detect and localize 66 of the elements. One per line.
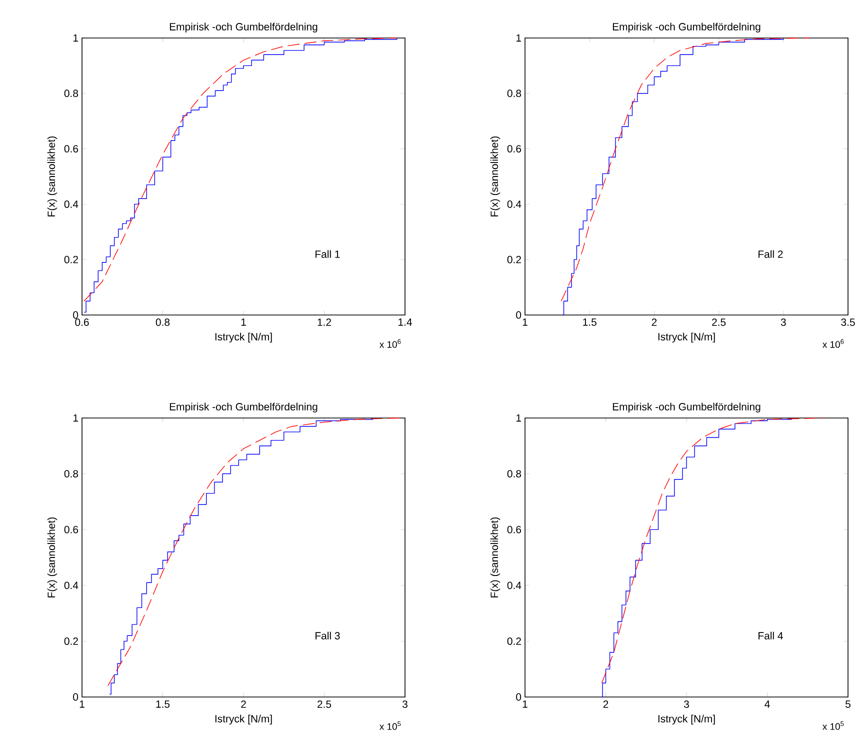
x-tick-label: 1 — [522, 700, 528, 708]
x-tick-label: 3 — [402, 700, 408, 708]
text: x 10$^{6}$ — [380, 339, 401, 348]
x-tick-label: 3 — [780, 318, 786, 326]
y-tick-label: 0 — [73, 693, 78, 701]
y-tick-label: 0.2 — [64, 256, 78, 264]
annotation: Fall 1 — [316, 250, 340, 258]
annotation: Fall 2 — [758, 250, 783, 258]
y-axis-title: F(x) (sannolikhet) — [490, 517, 500, 598]
y-tick-label: 0.8 — [64, 90, 78, 98]
y-tick-label: 0.2 — [507, 637, 521, 645]
x-axis-title: Istryck [N/m] — [658, 714, 715, 725]
x-tick-label: 2.5 — [712, 318, 726, 326]
x-tick-label: 2 — [603, 700, 608, 708]
text: x 10$^{5}$ — [822, 721, 844, 730]
x-tick-label: 0.8 — [156, 318, 170, 326]
y-tick-label: 0 — [73, 311, 78, 319]
y-tick-label: 0.8 — [507, 90, 522, 98]
y-tick-label: 0.4 — [64, 200, 78, 208]
x-axis-title: Istryck [N/m] — [658, 332, 715, 342]
x-tick-label: 5 — [846, 700, 850, 708]
x-tick-label: 1 — [522, 318, 528, 326]
chart-title: Empirisk -och Gumbelfördelning — [612, 402, 760, 412]
x-tick-label: 1 — [80, 700, 84, 708]
annotation: Fall 4 — [758, 632, 783, 640]
y-tick-label: 0.2 — [507, 256, 521, 264]
x-tick-label: 1 — [241, 318, 246, 326]
y-tick-label: 1 — [73, 34, 78, 42]
chart-title: Empirisk -och Gumbelfördelning — [612, 22, 760, 32]
y-axis-title: F(x) (sannolikhet) — [47, 136, 58, 216]
x-tick-label: 3 — [684, 700, 689, 708]
y-tick-label: 0.4 — [64, 582, 78, 590]
y-tick-label: 1 — [73, 414, 78, 422]
x-axis-title: Istryck [N/m] — [215, 714, 272, 725]
x-tick-label: 2 — [241, 700, 246, 708]
annotation: Fall 3 — [316, 632, 340, 640]
line-series — [601, 418, 824, 684]
y-tick-label: 0 — [516, 693, 522, 701]
line-series — [560, 38, 810, 302]
y-tick-label: 0.6 — [64, 526, 78, 534]
x-axis-title: Istryck [N/m] — [215, 332, 272, 342]
y-tick-label: 0.4 — [507, 582, 522, 590]
y-tick-label: 1 — [516, 414, 521, 422]
x-tick-label: 2 — [652, 318, 657, 326]
x-tick-label: 4 — [764, 700, 770, 708]
y-tick-label: 0.8 — [507, 470, 522, 478]
y-tick-label: 0.6 — [507, 526, 522, 534]
y-axis-title: F(x) (sannolikhet) — [47, 517, 58, 598]
y-tick-label: 0.4 — [507, 200, 522, 208]
x-tick-label: 1.4 — [398, 318, 412, 326]
y-tick-label: 0.2 — [64, 637, 78, 645]
x-tick-label: 1.5 — [583, 318, 596, 326]
x-tick-label: 2.5 — [318, 700, 332, 708]
chart-title: Empirisk -och Gumbelfördelning — [170, 402, 318, 412]
y-tick-label: 0.6 — [507, 145, 522, 152]
chart-title: Empirisk -och Gumbelfördelning — [170, 22, 318, 32]
x-tick-label: 1.2 — [318, 318, 331, 326]
text: x 10$^{6}$ — [822, 339, 844, 348]
y-tick-label: 1 — [516, 34, 521, 42]
x-tick-label: 1.5 — [156, 700, 170, 708]
text: x 10$^{5}$ — [380, 721, 401, 730]
y-tick-label: 0 — [516, 311, 522, 319]
y-tick-label: 0.8 — [64, 470, 78, 478]
y-tick-label: 0.6 — [64, 145, 78, 152]
x-tick-label: 3.5 — [841, 318, 855, 326]
y-axis-title: F(x) (sannolikhet) — [490, 136, 500, 216]
